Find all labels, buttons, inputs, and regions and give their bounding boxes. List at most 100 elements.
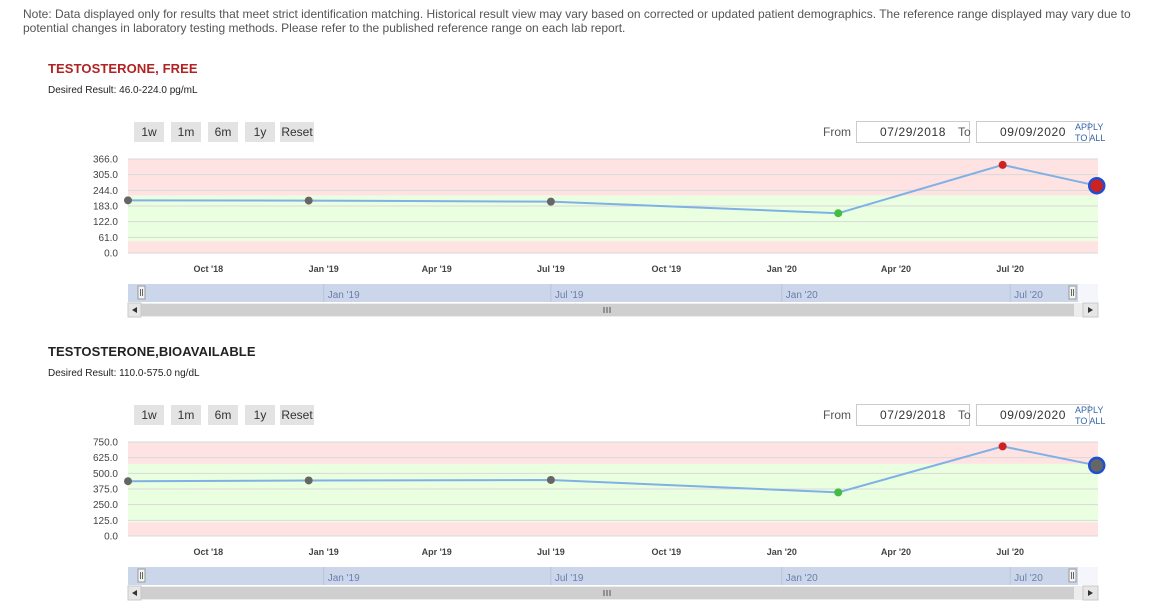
zoom-6m-button[interactable]: 6m bbox=[208, 405, 238, 425]
data-point[interactable] bbox=[546, 197, 555, 206]
plot-area: 366.0 305.0 244.0 183.0 122.0 61.0 0.0 Oct '18 J… bbox=[93, 155, 1106, 274]
y-tick-label: 61.0 bbox=[99, 233, 119, 244]
x-tick-label: Apr '20 bbox=[881, 547, 911, 557]
data-point[interactable] bbox=[998, 442, 1007, 451]
x-tick-label: Oct '18 bbox=[193, 547, 223, 557]
data-point[interactable] bbox=[834, 209, 843, 218]
navigator-label: Jan '19 bbox=[328, 290, 360, 301]
navigator-right-handle[interactable] bbox=[1068, 285, 1077, 300]
low-range-band bbox=[128, 241, 1098, 253]
zoom-reset-button[interactable]: Reset bbox=[280, 405, 314, 425]
apply-line1: APPLY bbox=[1075, 405, 1104, 415]
scrollbar[interactable] bbox=[127, 302, 1099, 318]
y-tick-label: 122.0 bbox=[93, 217, 118, 228]
scroll-right-button[interactable] bbox=[1082, 302, 1099, 318]
data-point[interactable] bbox=[124, 196, 132, 205]
results-chart: 750.0 625.0 500.0 375.0 250.0 125.0 0.0 Oct '18… bbox=[93, 438, 1106, 601]
apply-line1: APPLY bbox=[1075, 122, 1104, 132]
high-range-band bbox=[128, 159, 1098, 196]
series-line bbox=[127, 445, 1097, 494]
plot-area: 750.0 625.0 500.0 375.0 250.0 125.0 0.0 Oct '18… bbox=[93, 438, 1106, 557]
zoom-1y-button[interactable]: 1y bbox=[245, 122, 275, 142]
apply-to-all-link[interactable]: APPLY TO ALL bbox=[1075, 405, 1105, 427]
normal-range-band bbox=[128, 463, 1098, 523]
data-point[interactable] bbox=[304, 196, 313, 205]
y-tick-label: 750.0 bbox=[93, 438, 118, 449]
zoom-1y-button[interactable]: 1y bbox=[245, 405, 275, 425]
arrow-left-icon bbox=[132, 590, 137, 596]
x-tick-label: Jan '19 bbox=[309, 547, 339, 557]
navigator-outside bbox=[1078, 284, 1098, 302]
navigator-left-handle[interactable] bbox=[137, 568, 146, 583]
x-tick-label: Jul '19 bbox=[537, 547, 565, 557]
x-tick-label: Jul '20 bbox=[996, 264, 1024, 274]
x-tick-label: Jan '20 bbox=[767, 547, 797, 557]
navigator-left-handle[interactable] bbox=[137, 285, 146, 300]
navigator-right-handle[interactable] bbox=[1068, 568, 1077, 583]
y-tick-label: 250.0 bbox=[93, 500, 118, 511]
to-date-input[interactable] bbox=[976, 121, 1090, 143]
y-tick-label: 183.0 bbox=[93, 202, 118, 213]
to-date-input[interactable] bbox=[976, 404, 1090, 426]
x-tick-label: Oct '19 bbox=[652, 264, 682, 274]
x-tick-label: Apr '19 bbox=[422, 264, 452, 274]
navigator-label: Jul '19 bbox=[555, 290, 584, 301]
to-label: To bbox=[958, 408, 971, 422]
apply-to-all-link[interactable]: APPLY TO ALL bbox=[1075, 122, 1105, 144]
scrollbar[interactable] bbox=[127, 585, 1099, 601]
apply-line2: TO ALL bbox=[1075, 133, 1106, 143]
y-tick-label: 125.0 bbox=[93, 516, 118, 527]
navigator-label: Jul '20 bbox=[1014, 290, 1043, 301]
zoom-1m-button[interactable]: 1m bbox=[171, 405, 201, 425]
from-date-input[interactable] bbox=[856, 121, 970, 143]
from-date-input[interactable] bbox=[856, 404, 970, 426]
panel-title: TESTOSTERONE, FREE bbox=[48, 61, 198, 76]
lab-panel-free-testosterone: TESTOSTERONE, FREE Desired Result: 46.0-… bbox=[0, 0, 1161, 318]
arrow-right-icon bbox=[1088, 307, 1093, 313]
arrow-right-icon bbox=[1088, 590, 1093, 596]
zoom-6m-button[interactable]: 6m bbox=[208, 122, 238, 142]
y-tick-label: 0.0 bbox=[104, 249, 118, 260]
navigator-selection[interactable] bbox=[128, 567, 1078, 585]
x-tick-label: Jan '20 bbox=[767, 264, 797, 274]
series-line bbox=[127, 163, 1097, 215]
desired-result: Desired Result: 46.0-224.0 pg/mL bbox=[48, 85, 198, 96]
arrow-left-icon bbox=[132, 307, 137, 313]
x-tick-label: Apr '20 bbox=[881, 264, 911, 274]
x-tick-label: Oct '18 bbox=[193, 264, 223, 274]
selected-data-point[interactable] bbox=[1087, 176, 1106, 195]
scroll-left-button[interactable] bbox=[127, 585, 142, 601]
selected-data-point[interactable] bbox=[1087, 456, 1106, 475]
data-point[interactable] bbox=[546, 475, 555, 484]
data-point[interactable] bbox=[124, 477, 132, 486]
zoom-1m-button[interactable]: 1m bbox=[171, 122, 201, 142]
y-tick-label: 375.0 bbox=[93, 485, 118, 496]
x-tick-label: Jan '19 bbox=[309, 264, 339, 274]
low-range-band bbox=[128, 522, 1098, 536]
navigator-label: Jul '19 bbox=[555, 573, 584, 584]
apply-line2: TO ALL bbox=[1075, 416, 1106, 426]
y-tick-label: 0.0 bbox=[104, 532, 118, 543]
scroll-right-button[interactable] bbox=[1082, 585, 1099, 601]
navigator-label: Jan '19 bbox=[328, 573, 360, 584]
results-chart: 366.0 305.0 244.0 183.0 122.0 61.0 0.0 Oct '18 J… bbox=[93, 155, 1106, 318]
data-point[interactable] bbox=[998, 160, 1007, 169]
normal-range-band bbox=[128, 195, 1098, 242]
scroll-left-button[interactable] bbox=[127, 302, 142, 318]
zoom-1w-button[interactable]: 1w bbox=[134, 405, 164, 425]
y-tick-label: 305.0 bbox=[93, 170, 118, 181]
range-navigator[interactable]: Jan '19 Jul '19 Jan '20 Jul '20 bbox=[128, 567, 1098, 585]
x-tick-label: Oct '19 bbox=[652, 547, 682, 557]
data-point[interactable] bbox=[304, 476, 313, 485]
zoom-1w-button[interactable]: 1w bbox=[134, 122, 164, 142]
from-label: From bbox=[823, 125, 851, 139]
y-tick-label: 366.0 bbox=[93, 155, 118, 166]
navigator-selection[interactable] bbox=[128, 284, 1078, 302]
range-navigator[interactable]: Jan '19 Jul '19 Jan '20 Jul '20 bbox=[128, 284, 1098, 302]
navigator-label: Jan '20 bbox=[786, 573, 818, 584]
to-label: To bbox=[958, 125, 971, 139]
zoom-reset-button[interactable]: Reset bbox=[280, 122, 314, 142]
lab-panel-bioavailable-testosterone: TESTOSTERONE,BIOAVAILABLE Desired Result… bbox=[0, 283, 1161, 601]
data-point[interactable] bbox=[834, 488, 843, 497]
y-tick-label: 244.0 bbox=[93, 186, 118, 197]
